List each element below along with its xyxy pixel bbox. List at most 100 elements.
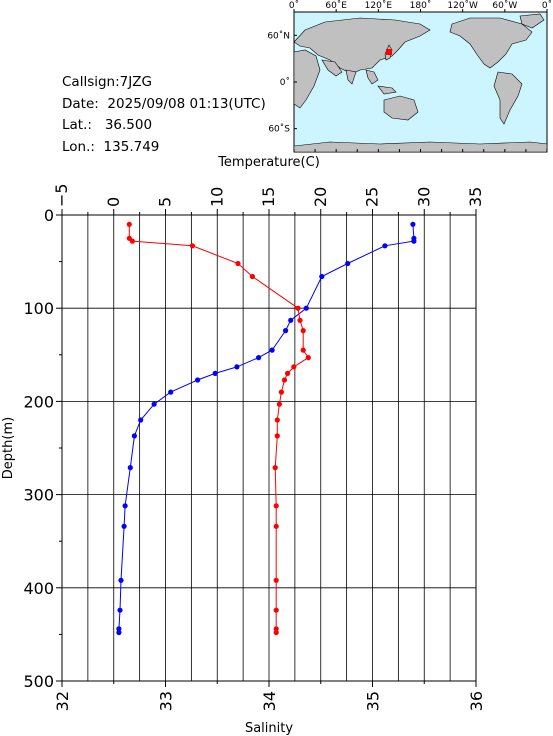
temperature-point [121, 523, 127, 529]
temperature-point [118, 577, 124, 583]
salinity-point [126, 221, 132, 227]
y-tick-label: 100 [23, 299, 54, 318]
salinity-point [276, 401, 282, 407]
salinity-point [235, 260, 241, 267]
temperature-point [288, 317, 294, 323]
temperature-point [319, 273, 325, 280]
salinity-profile-line [128, 224, 310, 633]
salinity-point [274, 417, 280, 423]
salinity-point [129, 238, 135, 244]
map-lat-tick-label: 60˚N [267, 30, 290, 41]
lat-row: Lat.: 36.500 [62, 115, 266, 137]
temperature-point [410, 221, 416, 227]
callsign-value: 7JZG [119, 74, 152, 90]
bottom-tick-label: 35 [364, 691, 383, 711]
salinity-point [281, 377, 288, 383]
map-lat-tick-label: 60˚S [268, 124, 290, 135]
temperature-profile-line [118, 224, 415, 633]
temperature-point [122, 503, 128, 509]
y-tick-label: 200 [23, 392, 54, 411]
top-tick-label: 10 [207, 187, 226, 207]
temperature-point [234, 364, 240, 370]
salinity-point [274, 433, 280, 439]
temperature-point [256, 355, 262, 361]
chart-grid [61, 214, 477, 682]
salinity-point [273, 607, 279, 613]
salinity-point [300, 347, 306, 353]
top-tick-label: 0 [104, 197, 123, 207]
salinity-point [189, 243, 195, 249]
callsign-label: Callsign: [62, 74, 120, 90]
top-tick-label: 35 [466, 187, 485, 207]
map-lon-tick-label: 60˚E [325, 0, 347, 11]
salinity-point [273, 629, 279, 636]
south-america-shape [493, 71, 523, 125]
date-row: Date: 2025/09/08 01:13(UTC) [62, 94, 266, 116]
temperature-point [116, 626, 122, 632]
salinity-point [295, 305, 301, 311]
lat-value: 36.500 [104, 117, 153, 133]
map-lon-tick-label: 120˚E [365, 0, 393, 11]
series-layer [116, 221, 417, 636]
bottom-axis-title: Salinity [245, 721, 293, 736]
temperature-point [411, 238, 417, 244]
y-tick-label: 0 [44, 206, 54, 225]
southeast-asia-shape [365, 69, 397, 95]
map-land [293, 13, 548, 153]
salinity-point [285, 370, 291, 376]
temperature-point [138, 417, 144, 423]
arabia-india-shape [321, 59, 357, 85]
station-marker [386, 49, 392, 55]
top-axis-title: Temperature(C) [217, 155, 320, 170]
map-body [293, 11, 548, 153]
salinity-point [249, 273, 255, 280]
top-tick-label: 5 [156, 197, 175, 207]
y-axis-title: Depth(m) [1, 417, 16, 479]
map-ticks: 0˚ 60˚E 120˚E 180˚ 120˚W 60˚W 0˚ 60˚N 0˚ 60˚S [267, 0, 552, 152]
top-tick-label: −5 [52, 183, 71, 207]
bottom-tick-label: 32 [53, 691, 72, 711]
bottom-tick-label: 36 [467, 691, 486, 711]
top-tick-label: 20 [311, 187, 330, 207]
temperature-point [168, 389, 174, 395]
map-lon-tick-label: 120˚W [447, 0, 478, 11]
salinity-point [273, 523, 279, 529]
lon-value: 135.749 [103, 138, 160, 155]
lon-row: Lon.: 135.749 [62, 137, 266, 159]
map-lon-tick-label: 0˚ [289, 0, 299, 11]
temperature-point [303, 305, 309, 311]
map-lat-tick-label: 0˚ [280, 77, 290, 88]
date-label: Date: [62, 95, 99, 112]
temperature-point [116, 629, 122, 636]
salinity-point [273, 503, 279, 509]
salinity-point [273, 577, 279, 583]
salinity-point [273, 626, 279, 632]
lat-label: Lat.: [62, 117, 92, 133]
eurasia-shape [293, 17, 431, 75]
bottom-tick-label: 34 [260, 691, 279, 711]
bottom-tick-label: 33 [157, 691, 176, 711]
callsign-row: Callsign:7JZG [62, 72, 266, 94]
australia-shape [383, 95, 419, 121]
salinity-point [305, 355, 311, 361]
temperature-point [212, 370, 218, 376]
temperature-point [131, 433, 137, 439]
temperature-point [151, 401, 157, 407]
salinity-point [278, 389, 284, 395]
temperature-point [117, 607, 123, 613]
temperature-point [269, 347, 275, 353]
map-lon-tick-label: 0˚ [542, 0, 552, 11]
salinity-point [300, 328, 306, 334]
y-tick-label: 500 [23, 672, 54, 691]
temperature-point [345, 260, 351, 267]
greenland-shape [519, 13, 545, 29]
north-america-shape [449, 17, 533, 69]
salinity-point [297, 317, 303, 323]
top-tick-label: 15 [259, 187, 278, 207]
africa-shape [293, 49, 321, 109]
temperature-point [127, 465, 133, 471]
station-info: Callsign:7JZG Date: 2025/09/08 01:13(UTC… [62, 72, 266, 158]
